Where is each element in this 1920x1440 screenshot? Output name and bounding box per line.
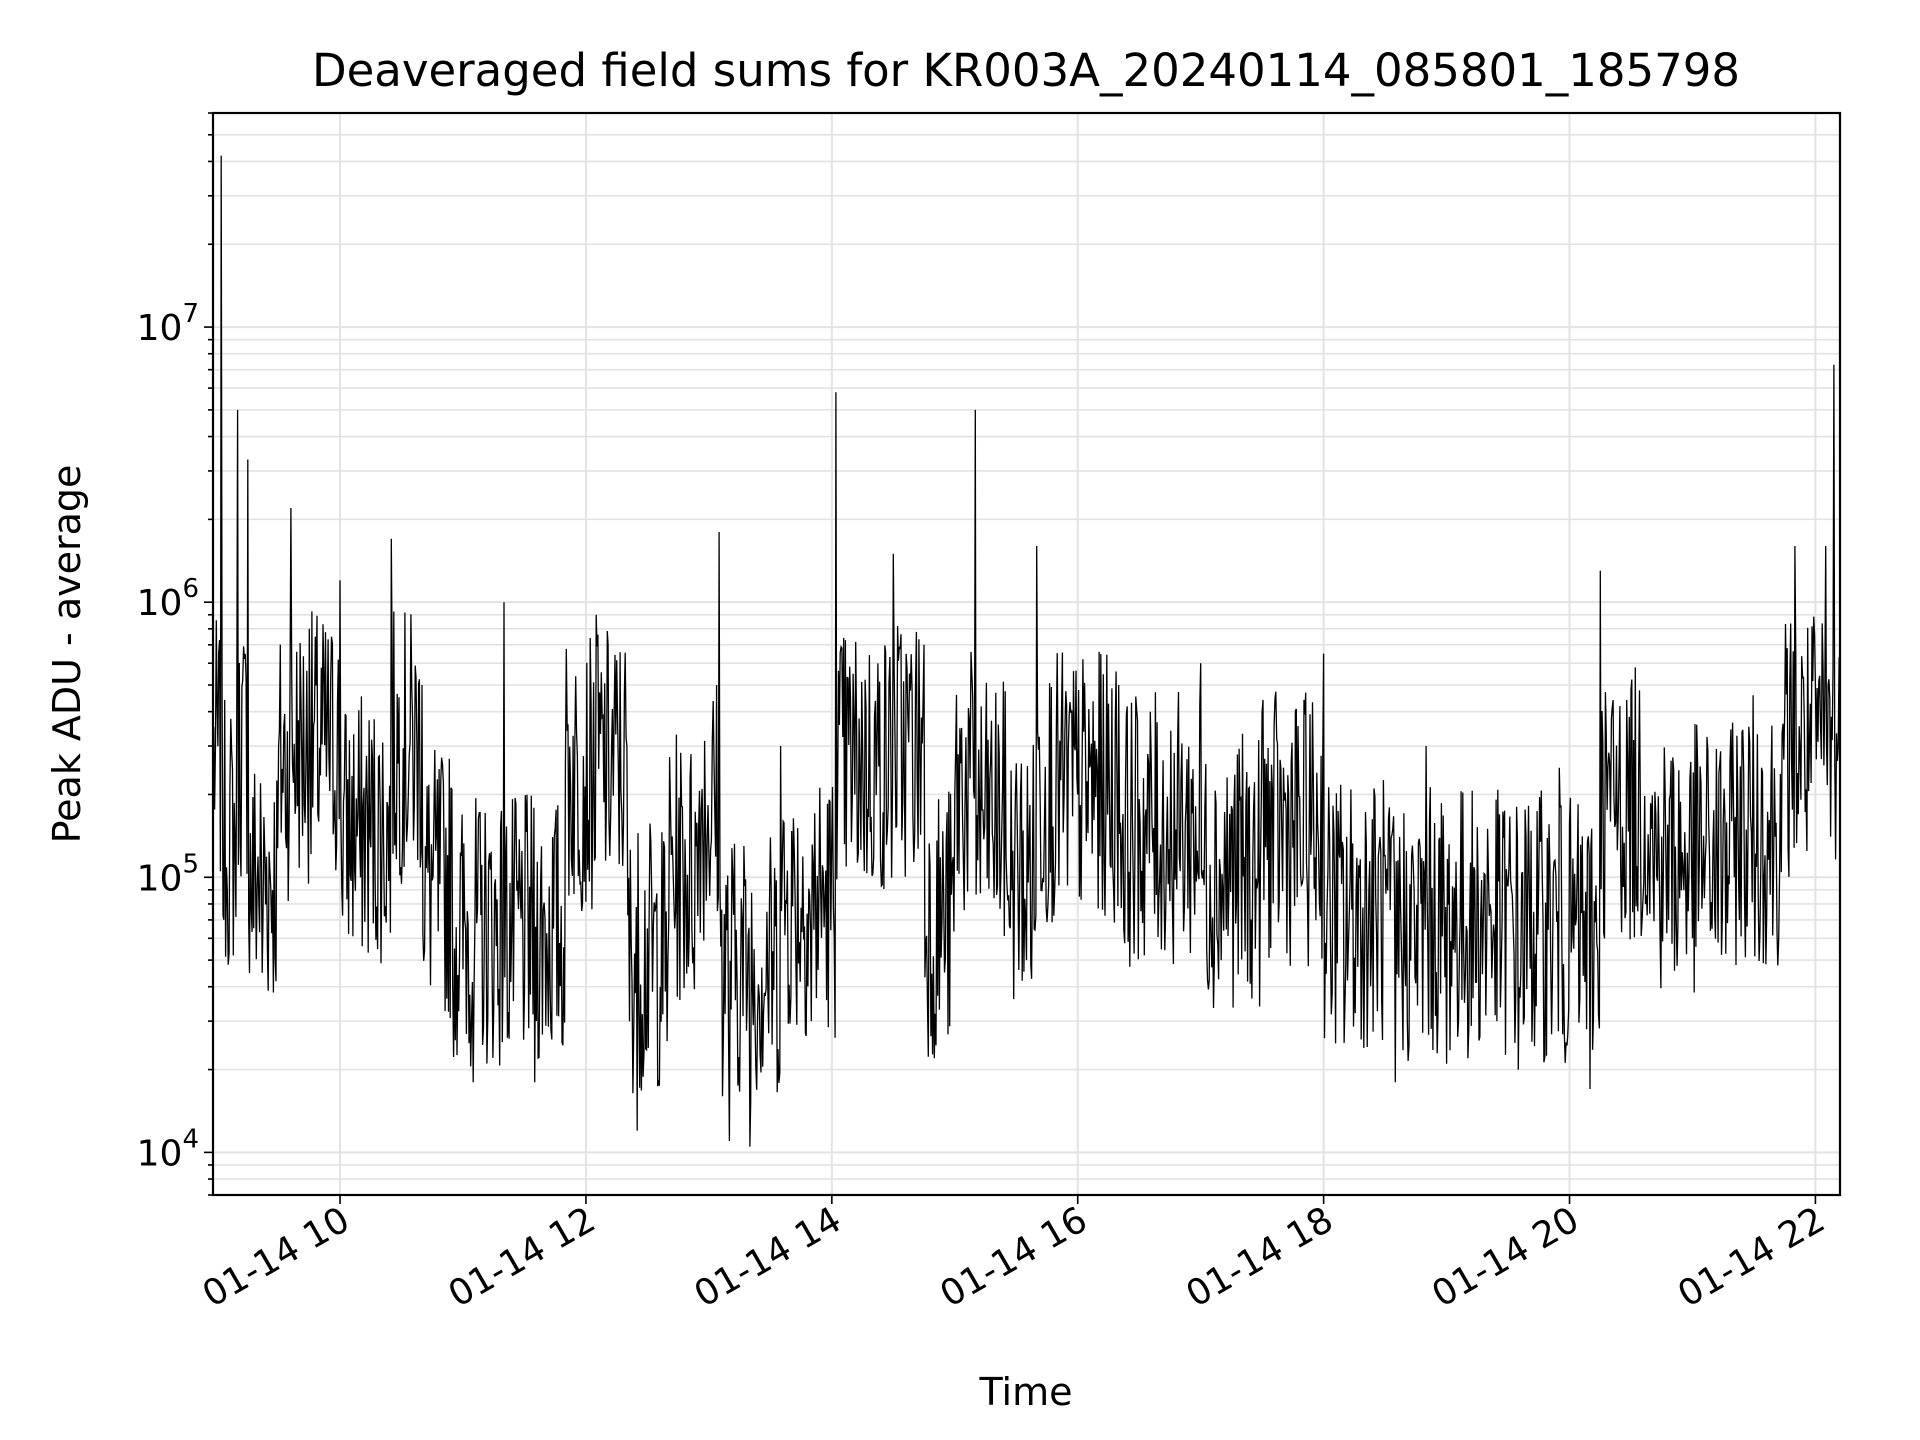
plot-frame — [211, 111, 1842, 1197]
y-tick-label: 106 — [137, 574, 199, 624]
y-tick-label: 105 — [137, 849, 199, 899]
series-line — [212, 155, 1841, 1147]
y-tick-label: 104 — [137, 1124, 199, 1174]
y-axis-label: Peak ADU - average — [45, 465, 89, 844]
y-tick-label: 107 — [137, 299, 199, 349]
chart-title: Deaveraged field sums for KR003A_2024011… — [312, 44, 1740, 97]
x-axis-label: Time — [979, 1370, 1073, 1414]
